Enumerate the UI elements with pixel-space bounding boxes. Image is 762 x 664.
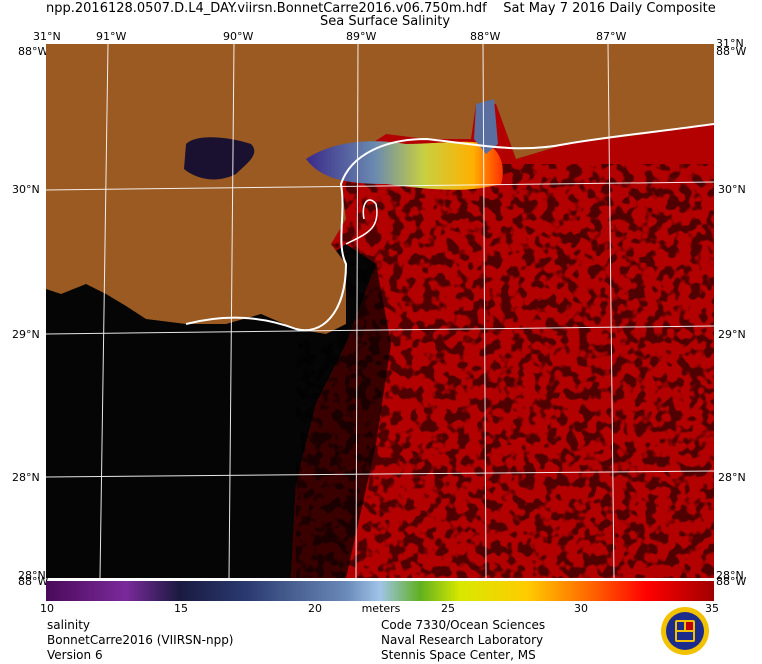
footer-variable: salinity [47,618,91,632]
footer-location: Stennis Space Center, MS [381,648,536,662]
footer-version: Version 6 [47,648,103,662]
speckle-noise [296,164,714,578]
colorbar-tick-30: 30 [574,602,588,615]
filename: npp.2016128.0507.D.L4_DAY.viirsn.BonnetC… [46,1,487,16]
footer-right: Code 7330/Ocean Sciences Naval Research … [381,618,545,663]
footer-left: salinity BonnetCarre2016 (VIIRSN-npp) Ve… [47,618,234,663]
corner-lat-bottom-right: 28°N [716,569,744,582]
lat-label-left-28: 28°N [12,471,40,484]
colorbar-tick-35: 35 [705,602,719,615]
corner-lon-bottom-left: 88°W [18,575,49,588]
lon-label-top-89: 89°W [346,30,377,43]
lon-label-top-90: 90°W [223,30,254,43]
lat-label-left-29: 29°N [12,328,40,341]
corner-lat-bottom-left: 28°N [18,569,46,582]
corner-lon-top-right: 88°W [716,45,747,58]
colorbar-tick-25: 25 [441,602,455,615]
lat-label-right-29: 29°N [718,328,746,341]
composite-date: Sat May 7 2016 Daily Composite [503,1,716,16]
freshwater-plume [306,141,503,190]
file-title: npp.2016128.0507.D.L4_DAY.viirsn.BonnetC… [46,2,716,16]
land-mass [46,44,714,334]
footer-dataset: BonnetCarre2016 (VIIRSN-npp) [47,633,234,647]
footer-code: Code 7330/Ocean Sciences [381,618,546,632]
lat-label-right-28: 28°N [718,471,746,484]
lon-label-top-88: 88°W [470,30,501,43]
corner-lon-bottom-right: 88°W [716,575,747,588]
corner-lon-top-left: 88°W [18,45,49,58]
delta-outline [345,199,378,245]
coastline [185,123,714,332]
colorbar-tick-20: 20 [308,602,322,615]
graticule [46,44,714,578]
lon-label-top-91: 91°W [96,30,127,43]
product-title: Sea Surface Salinity [320,14,451,29]
salinity-colorbar [46,581,714,601]
colorbar-unit: meters [361,602,401,615]
lat-label-right-30: 30°N [718,183,746,196]
footer-lab: Naval Research Laboratory [381,633,544,647]
salinity-map [46,44,714,578]
corner-lat-top-right: 31°N [716,37,744,50]
mobile-bay [474,99,498,154]
lat-label-left-30: 30°N [12,183,40,196]
lon-label-top-87: 87°W [596,30,627,43]
nrl-seal-logo [661,607,709,655]
lake-pontchartrain [184,137,255,180]
colorbar-tick-10: 10 [40,602,54,615]
corner-lat-top-left: 31°N [33,30,61,43]
colorbar-tick-15: 15 [174,602,188,615]
